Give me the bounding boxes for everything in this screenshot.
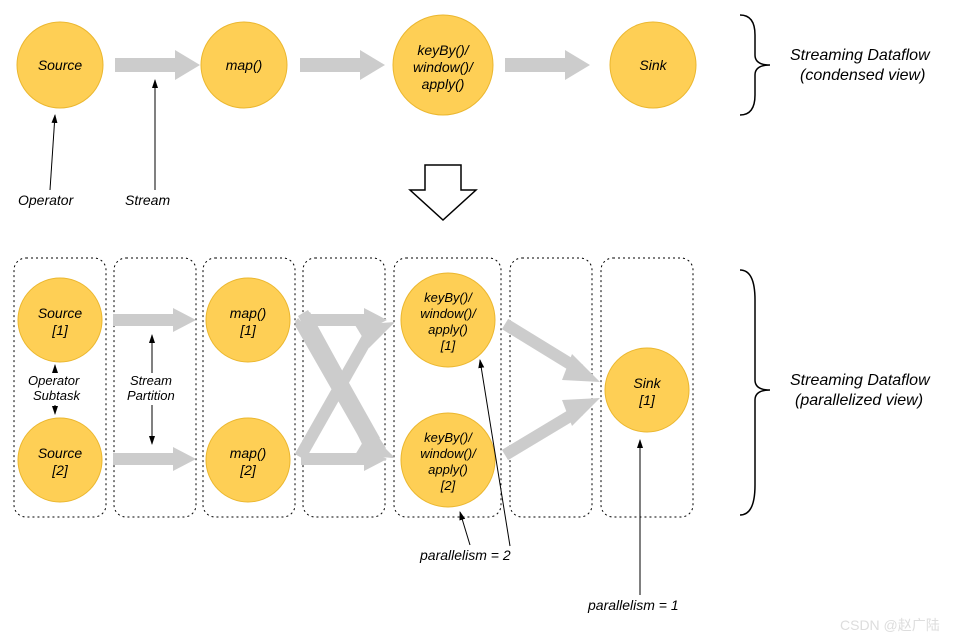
- arrow-k1-sink: [505, 324, 600, 382]
- label-par2: parallelism = 2: [419, 547, 511, 563]
- label-par1: parallelism = 1: [587, 597, 679, 613]
- title-top-l2: (condensed view): [800, 67, 925, 84]
- node-sink1-l2: [1]: [638, 392, 656, 408]
- node-keyby1-l4: [1]: [440, 338, 456, 353]
- node-keyby2-l2: window()/: [420, 446, 477, 461]
- node-keyby-l3: apply(): [422, 76, 465, 92]
- label-stream: Stream: [125, 192, 170, 208]
- arrow-source-map: [115, 50, 200, 80]
- node-sink-label: Sink: [639, 57, 667, 73]
- label-opsub-l1: Operator: [28, 373, 80, 388]
- label-opsub-l2: Subtask: [33, 388, 81, 403]
- arrow-s1-m1: [113, 308, 196, 332]
- node-sink1-l1: Sink: [633, 375, 661, 391]
- node-keyby2-l1: keyBy()/: [424, 430, 473, 445]
- node-source1-l1: Source: [38, 305, 83, 321]
- arrow-s2-m2: [113, 447, 196, 471]
- title-bottom-l2: (parallelized view): [795, 392, 923, 409]
- label-sp-l2: Partition: [127, 388, 175, 403]
- node-source2-l1: Source: [38, 445, 83, 461]
- label-operator: Operator: [18, 192, 75, 208]
- arrow-keyby-sink: [505, 50, 590, 80]
- node-keyby1-l3: apply(): [428, 322, 468, 337]
- label-sp-l1: Stream: [130, 373, 172, 388]
- node-map2-l1: map(): [230, 445, 267, 461]
- brace-bottom: [740, 270, 770, 515]
- node-map1-l2: [1]: [239, 322, 257, 338]
- arrow-map-keyby: [300, 50, 385, 80]
- node-map2-l2: [2]: [239, 462, 257, 478]
- title-bottom-l1: Streaming Dataflow: [790, 372, 931, 389]
- watermark: CSDN @赵广陆: [840, 617, 940, 633]
- node-map1-l1: map(): [230, 305, 267, 321]
- node-source2-l2: [2]: [51, 462, 69, 478]
- node-keyby-l1: keyBy()/: [417, 42, 470, 58]
- node-source-label: Source: [38, 57, 83, 73]
- node-map-label: map(): [226, 57, 263, 73]
- arrow-k2-sink: [505, 398, 600, 455]
- node-source1-l2: [1]: [51, 322, 69, 338]
- hollow-arrow-down: [410, 165, 476, 220]
- title-top-l1: Streaming Dataflow: [790, 47, 931, 64]
- node-keyby2-l3: apply(): [428, 462, 468, 477]
- node-keyby2-l4: [2]: [440, 478, 456, 493]
- node-keyby-l2: window()/: [413, 59, 475, 75]
- brace-top: [740, 15, 770, 115]
- diagram-canvas: Source map() keyBy()/ window()/ apply() …: [0, 0, 960, 639]
- arrow-operator: [50, 115, 55, 190]
- node-keyby1-l2: window()/: [420, 306, 477, 321]
- group-stream3: [510, 258, 592, 517]
- node-keyby1-l1: keyBy()/: [424, 290, 473, 305]
